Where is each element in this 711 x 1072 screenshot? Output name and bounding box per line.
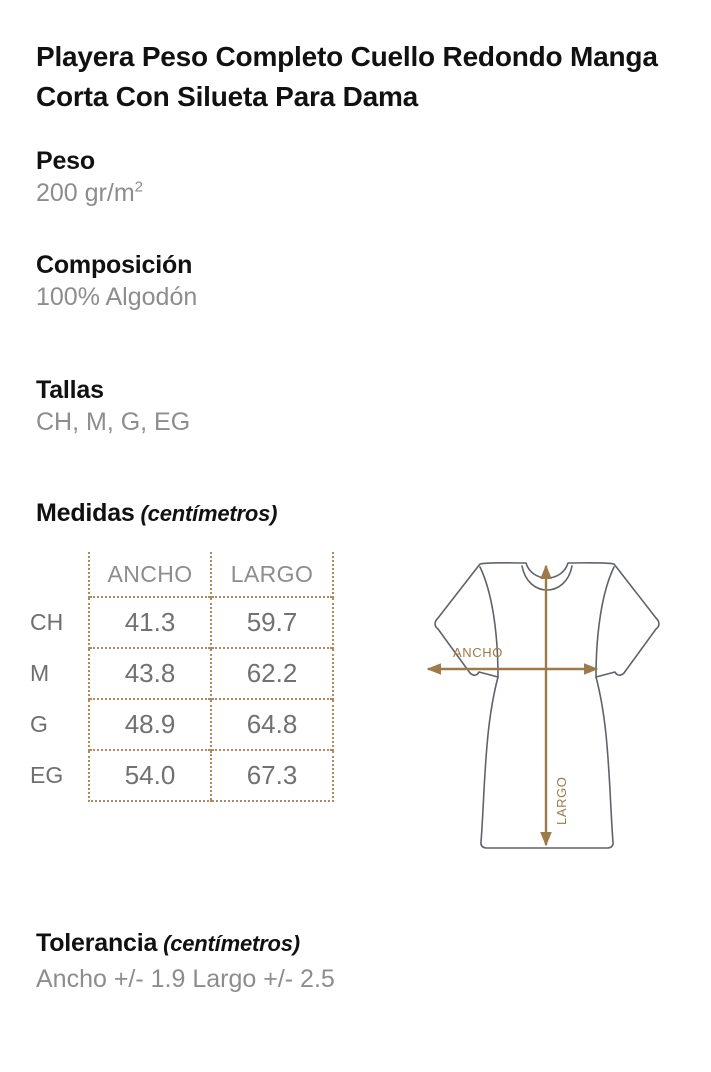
cell-m-largo: 62.2	[210, 647, 334, 699]
spec-value-peso: 200 gr/m2	[36, 176, 436, 210]
page-title: Playera Peso Completo Cuello Redondo Man…	[36, 40, 658, 112]
column-header-ancho: ANCHO	[88, 552, 211, 597]
spec-value-tolerancia: Ancho +/- 1.9 Largo +/- 2.5	[36, 965, 335, 993]
row-label-m: M	[30, 660, 50, 686]
medidas-heading-unit: (centímetros)	[134, 501, 278, 526]
table-row: EG 54.0 67.3	[30, 749, 334, 802]
spec-block-peso: Peso 200 gr/m2	[36, 146, 436, 210]
tolerancia-heading-text: Tolerancia	[36, 929, 158, 957]
row-label-eg: EG	[30, 762, 64, 788]
cell-ch-ancho: 41.3	[88, 596, 211, 648]
tolerancia-heading-unit: (centímetros)	[157, 931, 300, 956]
medidas-heading-text: Medidas	[36, 499, 135, 527]
spec-value-tallas: CH, M, G, EG	[36, 408, 191, 436]
table-header-row: ANCHO LARGO	[30, 552, 334, 597]
spec-value-composicion: 100% Algodón	[36, 283, 198, 311]
spec-heading-tolerancia: Tolerancia (centímetros)	[36, 928, 300, 959]
table-corner-cell	[30, 552, 89, 597]
cell-g-largo: 64.8	[210, 698, 334, 750]
cell-m-ancho: 43.8	[88, 647, 211, 699]
right-armhole-seam	[595, 566, 615, 678]
cell-eg-largo: 67.3	[210, 749, 334, 802]
garment-diagram: ANCHO LARGO	[370, 540, 700, 870]
spec-value-peso-superscript: 2	[134, 178, 144, 196]
tshirt-outline-icon	[434, 561, 660, 849]
cell-ch-largo: 59.7	[210, 596, 334, 648]
cell-g-ancho: 48.9	[88, 698, 211, 750]
spec-heading-peso: Peso	[36, 147, 95, 175]
cell-eg-ancho: 54.0	[88, 749, 211, 802]
column-header-largo: LARGO	[210, 552, 334, 597]
measurements-table: ANCHO LARGO CH 41.3 59.7 M 43.8 62.2 G 4…	[30, 552, 334, 802]
left-armhole-seam	[479, 566, 499, 678]
spec-value-peso-number: 200 gr/m	[36, 179, 135, 207]
row-label-g: G	[30, 711, 48, 737]
largo-dimension-label: LARGO	[554, 776, 569, 825]
ancho-dimension-label: ANCHO	[453, 645, 503, 660]
spec-block-tallas: Tallas CH, M, G, EG	[36, 375, 436, 439]
spec-heading-composicion: Composición	[36, 251, 193, 279]
table-row: M 43.8 62.2	[30, 647, 334, 699]
table-row: CH 41.3 59.7	[30, 596, 334, 648]
spec-heading-medidas: Medidas (centímetros)	[36, 498, 277, 529]
spec-block-composicion: Composición 100% Algodón	[36, 250, 436, 314]
spec-heading-tallas: Tallas	[36, 376, 104, 404]
table-row: G 48.9 64.8	[30, 698, 334, 750]
row-label-ch: CH	[30, 609, 64, 635]
